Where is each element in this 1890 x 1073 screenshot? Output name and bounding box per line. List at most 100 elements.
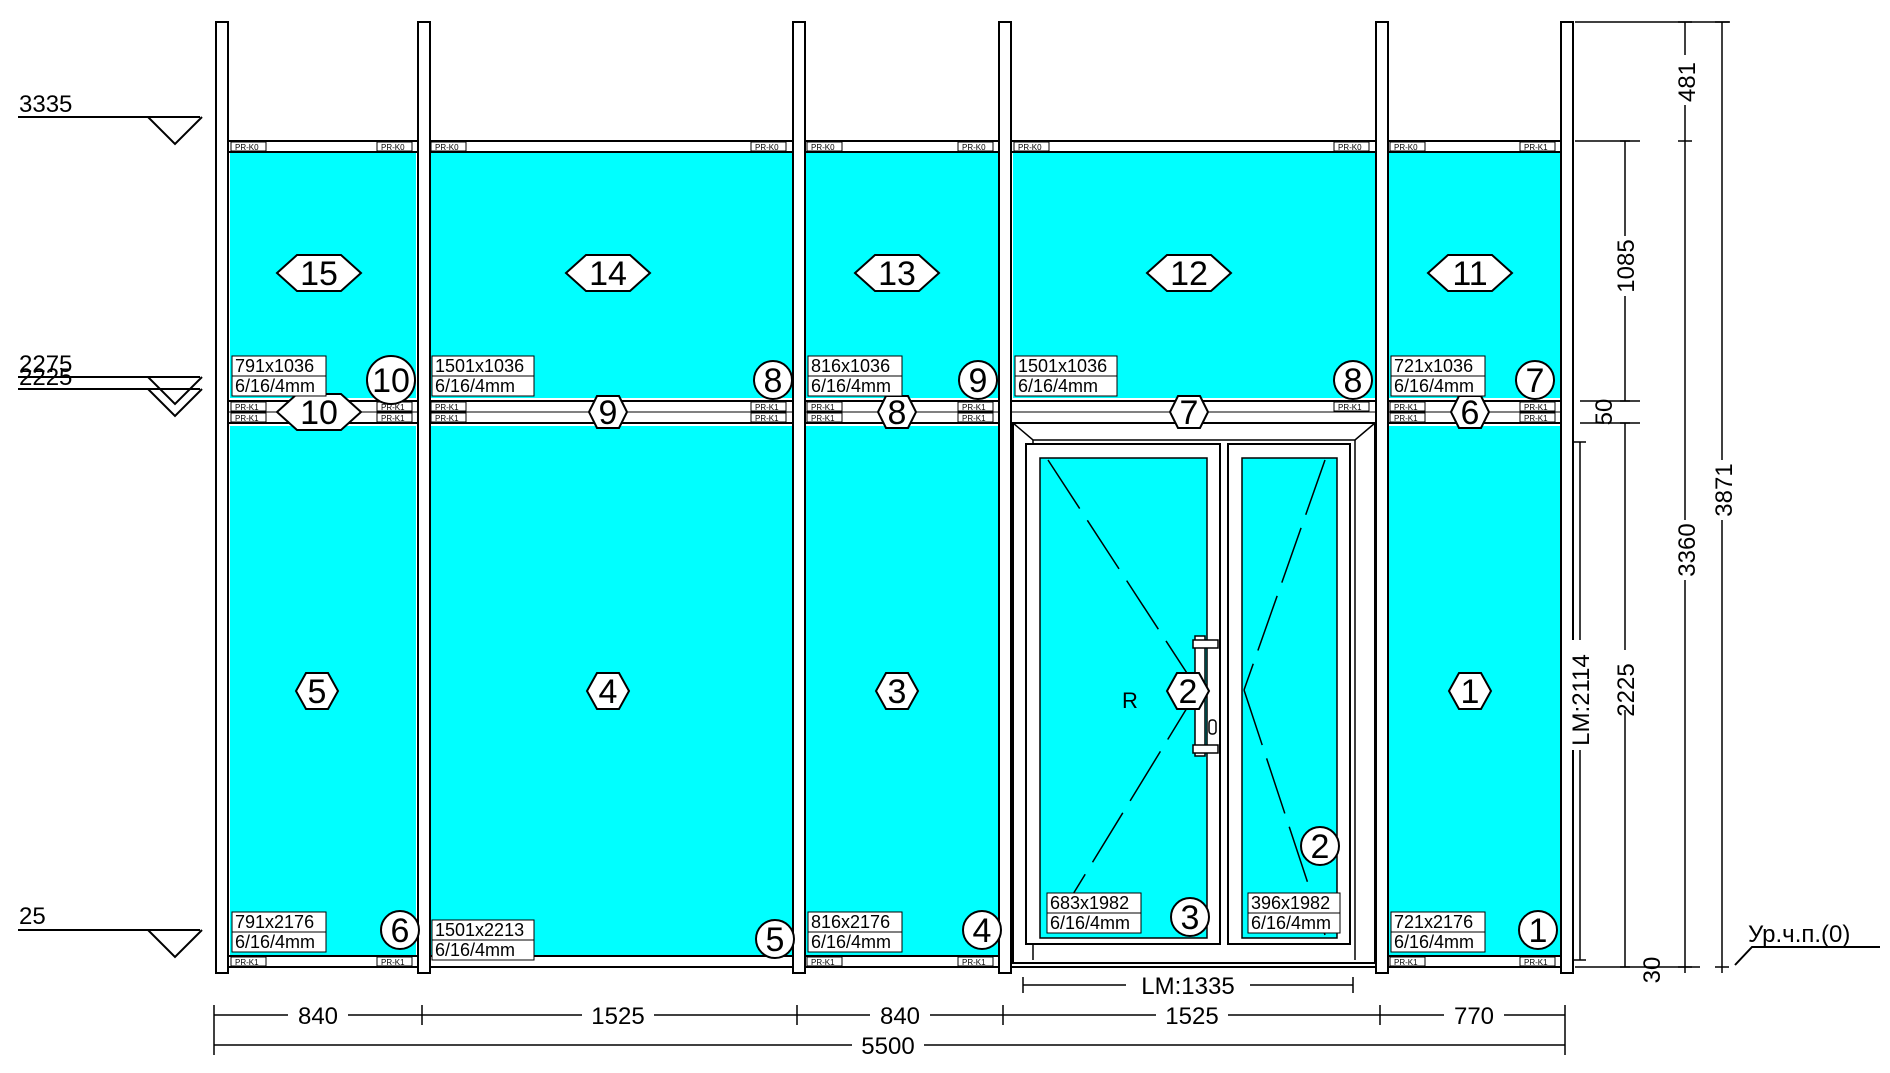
frame-height-dimension: 3360 — [1674, 523, 1701, 576]
profile-code: PR-K1 — [235, 403, 259, 412]
circle-marker: 7 — [1515, 360, 1555, 400]
hex-marker: 14 — [564, 254, 652, 293]
door-glass-right — [1241, 457, 1338, 939]
mullion — [1560, 21, 1574, 974]
profile-code: PR-K0 — [811, 143, 835, 152]
right-dimension-lines — [1574, 21, 1730, 973]
width-dimension: 770 — [1454, 1003, 1494, 1030]
profile-code: PR-K1 — [1524, 143, 1548, 152]
profile-code: PR-K1 — [811, 414, 835, 423]
profile-code: PR-K0 — [1018, 143, 1042, 152]
profile-code: PR-K0 — [1394, 143, 1418, 152]
profile-code: PR-K1 — [381, 403, 405, 412]
profile-code: PR-K1 — [1524, 403, 1548, 412]
mullion — [1375, 21, 1389, 974]
glass-label: 683x1982 6/16/4mm — [1046, 892, 1142, 934]
glass-size: 721x2176 — [1394, 912, 1473, 932]
upper-height-dimension: 1085 — [1613, 239, 1640, 292]
transom-markers: 10 9 8 7 6 — [275, 393, 1491, 432]
glass-size: 791x1036 — [235, 356, 314, 376]
circle-marker: 2 — [1300, 826, 1340, 866]
glass-spec: 6/16/4mm — [1394, 932, 1474, 952]
profile-code: PR-K0 — [435, 143, 459, 152]
hex-marker-label: 1 — [1461, 673, 1480, 711]
profile-code: PR-K1 — [381, 414, 405, 423]
level-marker-25: 25 — [18, 903, 203, 959]
profile-code: PR-K1 — [811, 958, 835, 967]
circle-marker-label: 8 — [764, 362, 783, 400]
glass-spec: 6/16/4mm — [811, 376, 891, 396]
circle-marker: 8 — [753, 360, 793, 400]
circle-marker: 4 — [962, 910, 1002, 950]
total-height-dimension: 3871 — [1711, 463, 1738, 516]
glass-label: 791x1036 6/16/4mm — [231, 355, 327, 397]
level-label: 2225 — [19, 364, 72, 391]
mullion — [417, 21, 431, 974]
hex-marker-label: 9 — [599, 394, 618, 432]
level-label: 2275 — [19, 351, 72, 378]
glass-spec: 6/16/4mm — [1394, 376, 1474, 396]
circle-marker-label: 5 — [766, 921, 785, 959]
glass-label: 721x2176 6/16/4mm — [1390, 911, 1486, 953]
hex-marker-label: 2 — [1179, 673, 1198, 711]
double-door: R — [1012, 422, 1376, 964]
circle-marker-label: 4 — [973, 912, 992, 950]
top-gap-dimension: 481 — [1674, 62, 1701, 102]
glass-size: 1501x1036 — [1018, 356, 1107, 376]
profile-code: PR-K0 — [381, 143, 405, 152]
profile-code: PR-K1 — [962, 414, 986, 423]
level-marker-2275: 2275 2225 — [18, 351, 203, 418]
glass-size: 816x2176 — [811, 912, 890, 932]
glass-label: 816x1036 6/16/4mm — [807, 355, 903, 397]
glass-size-labels: 791x1036 6/16/4mm 1501x1036 6/16/4mm 816… — [231, 355, 1486, 961]
glass-label: 721x1036 6/16/4mm — [1390, 355, 1486, 397]
profile-code: PR-K1 — [962, 403, 986, 412]
floor-level-label: Ур.ч.п.(0) — [1748, 921, 1850, 948]
hex-marker-label: 11 — [1452, 255, 1487, 293]
lower-height-dimension: 2225 — [1613, 663, 1640, 716]
circle-marker-label: 6 — [391, 912, 410, 950]
width-dimension: 840 — [880, 1003, 920, 1030]
hex-marker: 5 — [294, 672, 340, 711]
profile-code: PR-K1 — [1524, 414, 1548, 423]
bottom-dimension-labels: 840 1525 840 1525 770 5500 LM:1335 — [288, 972, 1504, 1060]
circle-marker-label: 2 — [1311, 828, 1330, 866]
circle-marker-label: 8 — [1344, 362, 1363, 400]
hex-marker: 12 — [1145, 254, 1233, 293]
circle-marker-label: 1 — [1529, 912, 1548, 950]
glass-spec: 6/16/4mm — [1018, 376, 1098, 396]
hex-marker: 7 — [1168, 394, 1210, 432]
width-dimension: 1525 — [591, 1003, 644, 1030]
glass-label: 1501x1036 6/16/4mm — [431, 355, 535, 397]
glass-spec: 6/16/4mm — [235, 932, 315, 952]
profile-code: PR-K0 — [755, 143, 779, 152]
glass-spec: 6/16/4mm — [235, 376, 315, 396]
glass-size: 791x2176 — [235, 912, 314, 932]
profile-code: PR-K1 — [435, 403, 459, 412]
level-marker-3335: 3335 — [18, 91, 203, 146]
glass-label: 791x2176 6/16/4mm — [231, 911, 327, 953]
profile-codes: PR-K0 PR-K0 PR-K0 PR-K0 PR-K0 PR-K0 PR-K… — [230, 141, 1556, 967]
width-dimension: 840 — [298, 1003, 338, 1030]
circle-marker: 5 — [755, 919, 795, 959]
circle-marker-label: 3 — [1181, 899, 1200, 937]
mullions — [215, 21, 1574, 974]
hex-marker-label: 10 — [300, 394, 338, 432]
hex-marker-label: 8 — [888, 394, 907, 432]
right-dimension-labels: 481 1085 50 2225 LM:2114 3360 3871 30 — [1567, 55, 1738, 983]
hex-marker-label: 7 — [1180, 394, 1199, 432]
glass-label: 396x1982 6/16/4mm — [1247, 892, 1341, 934]
circle-marker: 3 — [1170, 897, 1210, 937]
door-opening-side: R — [1122, 688, 1138, 713]
floor-level-marker: Ур.ч.п.(0) — [1734, 921, 1880, 966]
circle-marker: 1 — [1518, 910, 1558, 950]
glass-label: 1501x2213 6/16/4mm — [431, 919, 535, 961]
profile-code: PR-K1 — [1394, 958, 1418, 967]
profile-code: PR-K1 — [435, 414, 459, 423]
hex-marker-label: 5 — [308, 673, 327, 711]
door-lm-height: LM:2114 — [1568, 654, 1595, 746]
glass-size: 721x1036 — [1394, 356, 1473, 376]
door-lm-width: LM:1335 — [1141, 973, 1234, 1000]
hex-marker: 1 — [1447, 672, 1493, 711]
profile-code: PR-K1 — [1338, 403, 1362, 412]
